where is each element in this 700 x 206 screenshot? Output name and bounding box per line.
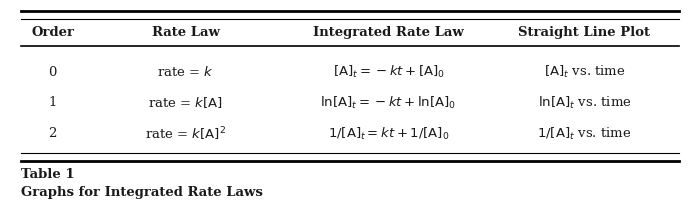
Text: $[\mathrm{A}]_t = -kt + [\mathrm{A}]_0$: $[\mathrm{A}]_t = -kt + [\mathrm{A}]_0$ — [332, 64, 444, 80]
Text: $1/[\mathrm{A}]_t = kt + 1/[\mathrm{A}]_0$: $1/[\mathrm{A}]_t = kt + 1/[\mathrm{A}]_… — [328, 126, 449, 142]
Text: Order: Order — [31, 26, 74, 40]
Text: 1: 1 — [48, 96, 57, 110]
Text: rate = $k[\mathrm{A}]^2$: rate = $k[\mathrm{A}]^2$ — [145, 125, 226, 143]
Text: $\ln [\mathrm{A}]_t = -kt + \ln [\mathrm{A}]_0$: $\ln [\mathrm{A}]_t = -kt + \ln [\mathrm… — [321, 95, 456, 111]
Text: rate = $k[\mathrm{A}]$: rate = $k[\mathrm{A}]$ — [148, 96, 223, 110]
Text: 0: 0 — [48, 66, 57, 79]
Text: Graphs for Integrated Rate Laws: Graphs for Integrated Rate Laws — [21, 186, 263, 199]
Text: $\ln [\mathrm{A}]_t$ vs. time: $\ln [\mathrm{A}]_t$ vs. time — [538, 95, 631, 111]
Text: Table 1: Table 1 — [21, 167, 75, 181]
Text: rate = $k$: rate = $k$ — [157, 65, 214, 79]
Text: $1/[\mathrm{A}]_t$ vs. time: $1/[\mathrm{A}]_t$ vs. time — [537, 126, 632, 142]
Text: $[\mathrm{A}]_t$ vs. time: $[\mathrm{A}]_t$ vs. time — [544, 64, 625, 80]
Text: Integrated Rate Law: Integrated Rate Law — [313, 26, 464, 40]
Text: Straight Line Plot: Straight Line Plot — [519, 26, 650, 40]
Text: Rate Law: Rate Law — [152, 26, 219, 40]
Text: 2: 2 — [48, 127, 57, 140]
